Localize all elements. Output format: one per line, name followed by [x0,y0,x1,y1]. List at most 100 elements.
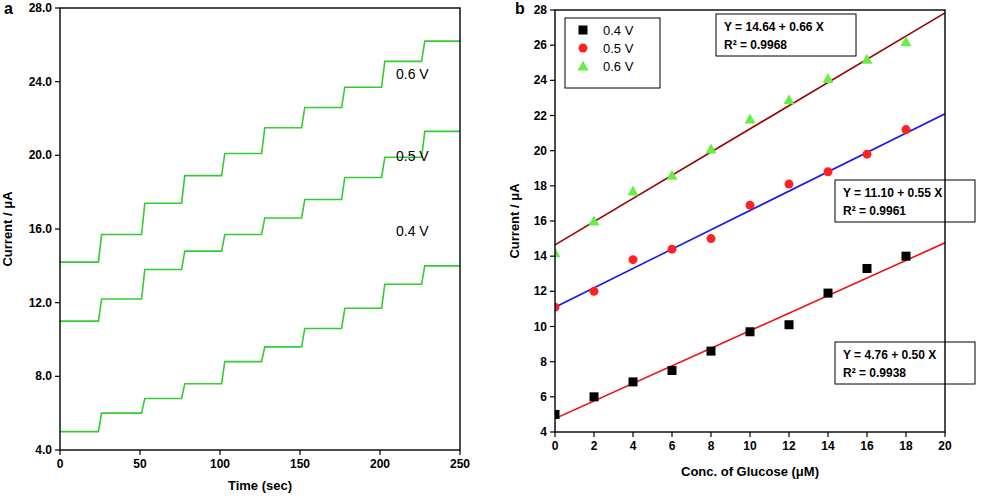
legend-marker [579,44,588,53]
x-tick-label: 18 [899,439,913,453]
y-tick [55,302,60,303]
y-tick-label: 20.0 [29,148,53,162]
series-label: 0.5 V [396,148,429,164]
data-point [823,73,834,83]
x-tick-label: 12 [782,439,796,453]
series-line [60,266,460,432]
y-tick-label: 16.0 [29,222,53,236]
fit-equation: Y = 14.64 + 0.66 X [724,20,824,34]
x-tick-label: 20 [938,439,952,453]
plot-marks [555,13,945,419]
y-tick [550,220,555,221]
x-tick-label: 6 [669,439,676,453]
series-label: 0.4 V [396,223,429,239]
x-tick [59,450,60,455]
plot-frame [60,8,460,450]
data-point [784,94,795,104]
data-point [901,36,912,46]
y-axis-label: Current / μA [507,183,522,259]
x-tick [710,432,711,437]
legend: 0.4 V0.5 V0.6 V [565,18,660,88]
data-point [707,234,716,243]
data-point [785,180,794,189]
y-tick [55,7,60,8]
x-tick [379,450,380,455]
series-line [60,41,460,262]
data-point [707,347,716,356]
data-point [902,125,911,134]
legend-label: 0.6 V [603,59,634,74]
data-point [746,201,755,210]
y-tick [550,185,555,186]
x-axis-label: Time (sec) [228,478,292,493]
data-point [706,143,717,153]
data-point [824,289,833,298]
y-tick-label: 20 [534,144,548,158]
x-tick-label: 2 [591,439,598,453]
data-point [745,114,756,124]
y-tick-label: 16 [534,214,548,228]
x-tick-label: 200 [370,457,390,471]
data-point [863,150,872,159]
y-tick-label: 4 [540,425,547,439]
y-tick [550,361,555,362]
y-tick-label: 18 [534,179,548,193]
fit-box [716,14,856,56]
x-tick [905,432,906,437]
fit-line [555,243,945,419]
x-tick [827,432,828,437]
panel-b: b024681012141618204681012141618202224262… [507,0,975,479]
y-tick [550,291,555,292]
y-tick-label: 8 [540,355,547,369]
data-point [824,167,833,176]
y-tick [550,45,555,46]
legend-label: 0.4 V [603,23,634,38]
data-point [785,320,794,329]
data-point [667,170,678,180]
y-tick [55,155,60,156]
y-tick [550,256,555,257]
data-point [629,255,638,264]
x-tick [866,432,867,437]
y-tick [55,228,60,229]
y-tick [550,396,555,397]
y-tick-label: 28 [534,3,548,17]
x-tick-label: 100 [210,457,230,471]
data-point [863,264,872,273]
data-point [590,287,599,296]
series-label: 0.6 V [396,66,429,82]
x-tick [632,432,633,437]
figure: a0501001502002504.08.012.016.020.024.028… [0,0,985,498]
x-tick [459,450,460,455]
data-point [746,327,755,336]
y-tick [550,326,555,327]
data-point [590,392,599,401]
y-tick [55,449,60,450]
panel-title: b [515,0,525,17]
x-tick-label: 250 [450,457,470,471]
y-tick-label: 24.0 [29,75,53,89]
y-tick [55,81,60,82]
panel-a: a0501001502002504.08.012.016.020.024.028… [0,0,470,493]
x-tick [749,432,750,437]
y-tick-label: 12.0 [29,296,53,310]
y-tick [550,9,555,10]
x-tick-label: 16 [860,439,874,453]
x-tick [139,450,140,455]
fit-r2: R² = 0.9961 [843,204,906,218]
y-tick-label: 8.0 [35,369,52,383]
fit-r2: R² = 0.9968 [724,38,787,52]
y-tick-label: 6 [540,390,547,404]
x-tick [554,432,555,437]
x-tick-label: 4 [630,439,637,453]
y-tick-label: 4.0 [35,443,52,457]
legend-marker [579,26,588,35]
y-tick-label: 22 [534,109,548,123]
x-tick [788,432,789,437]
x-tick-label: 150 [290,457,310,471]
y-tick-label: 24 [534,73,548,87]
data-point [629,377,638,386]
x-tick-label: 0 [552,439,559,453]
data-point [589,216,600,226]
y-tick [550,431,555,432]
